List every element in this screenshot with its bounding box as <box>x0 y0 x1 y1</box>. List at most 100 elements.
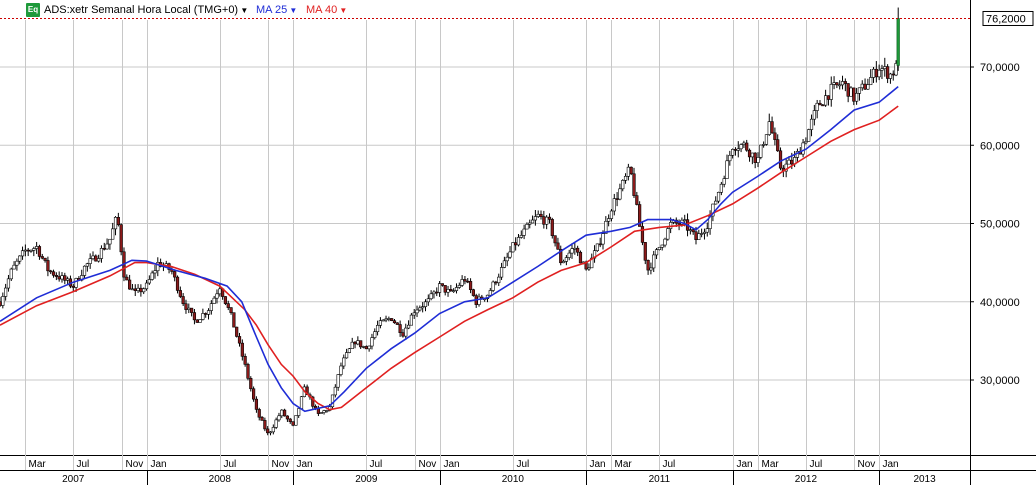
candle <box>192 308 197 325</box>
instrument-selector[interactable]: ADS:xetr Semanal Hora Local (TMG+0) ▼ <box>44 0 248 21</box>
candle <box>20 246 25 260</box>
candle <box>640 221 645 246</box>
candle <box>835 82 839 89</box>
candle-body <box>102 248 106 250</box>
x-month-label: Jan <box>151 459 167 470</box>
candle <box>632 167 636 199</box>
candle <box>184 299 188 314</box>
candle <box>6 274 11 292</box>
ma40-dropdown-icon[interactable]: ▼ <box>337 6 348 15</box>
candle <box>511 242 515 253</box>
ma40-indicator[interactable]: MA 40 ▼ <box>306 0 347 21</box>
candle <box>398 320 402 337</box>
equity-badge-icon[interactable]: Eq <box>26 3 40 17</box>
x-month-label: Jan <box>737 459 753 470</box>
candle-body <box>733 149 738 151</box>
candle <box>576 245 580 257</box>
candle <box>539 210 543 220</box>
candle <box>415 305 419 318</box>
candle <box>804 137 808 145</box>
candle-body <box>153 270 157 274</box>
candle <box>725 154 729 180</box>
candle-body <box>133 288 137 291</box>
candle <box>762 141 766 148</box>
ma25-indicator[interactable]: MA 25 ▼ <box>256 0 297 21</box>
candle-body <box>756 157 760 163</box>
candle-body <box>111 228 115 240</box>
candle-body <box>601 233 605 245</box>
candle <box>243 353 247 367</box>
candle <box>9 267 13 281</box>
y-tick-label: 70,0000 <box>980 62 1020 74</box>
x-year-label: 2008 <box>209 474 232 485</box>
instrument-dropdown-icon[interactable]: ▼ <box>238 6 249 15</box>
candle <box>587 263 591 271</box>
candle-body <box>840 81 845 86</box>
candle-body <box>37 246 42 257</box>
candle-body <box>657 246 661 250</box>
candle-body <box>891 73 895 76</box>
candle-body <box>406 324 411 329</box>
x-year-label: 2010 <box>502 474 525 485</box>
candle-body <box>578 251 583 264</box>
candle-body <box>435 291 439 294</box>
candle <box>344 348 349 359</box>
candle-body <box>204 313 208 315</box>
candle-body <box>778 150 783 169</box>
candle <box>838 80 842 90</box>
last-price-label: 76,2000 <box>986 13 1026 25</box>
candle <box>728 150 732 166</box>
candle <box>378 317 383 329</box>
candle <box>812 104 816 126</box>
candle-body <box>71 285 75 288</box>
candle-body <box>530 219 535 224</box>
candle <box>646 259 650 275</box>
candle-body <box>311 396 315 407</box>
candle-body <box>128 279 132 290</box>
candle-body <box>173 271 177 278</box>
candle <box>370 333 374 350</box>
candle-body <box>401 332 405 337</box>
candle <box>390 318 394 322</box>
ma25-dropdown-icon[interactable]: ▼ <box>287 6 298 15</box>
candle-body <box>666 228 670 240</box>
candle-body <box>649 267 653 271</box>
candle <box>46 256 50 277</box>
candle-body <box>350 341 354 350</box>
candle <box>128 274 132 290</box>
candle-body <box>175 276 180 291</box>
candle-body <box>113 217 118 230</box>
candle <box>570 243 574 259</box>
candle <box>443 285 447 296</box>
candle-body <box>567 252 571 258</box>
candle-body <box>491 281 495 291</box>
candle <box>291 421 295 427</box>
candle-body <box>880 68 884 71</box>
x-month-label: Jul <box>224 459 237 470</box>
candle-body <box>604 220 608 234</box>
chart-header: Eq ADS:xetr Semanal Hora Local (TMG+0) ▼… <box>0 0 970 20</box>
candle-body <box>505 256 509 262</box>
candle <box>418 305 422 312</box>
candle-body <box>294 415 298 426</box>
candle-body <box>108 238 112 245</box>
candle-body <box>271 427 275 433</box>
candle-body <box>418 307 422 311</box>
candle-body <box>736 148 740 151</box>
candle-body <box>446 289 450 293</box>
candle-body <box>353 341 357 345</box>
candle <box>235 326 239 338</box>
candle <box>54 272 58 281</box>
candle <box>43 257 47 263</box>
candle-body <box>866 84 870 90</box>
candle <box>525 222 529 230</box>
candle <box>477 293 481 307</box>
candle-body <box>280 409 284 417</box>
candle-body <box>277 415 281 421</box>
candle-body <box>626 166 630 177</box>
candle-body <box>471 289 475 296</box>
candle <box>237 332 242 347</box>
candle-body <box>139 287 143 293</box>
